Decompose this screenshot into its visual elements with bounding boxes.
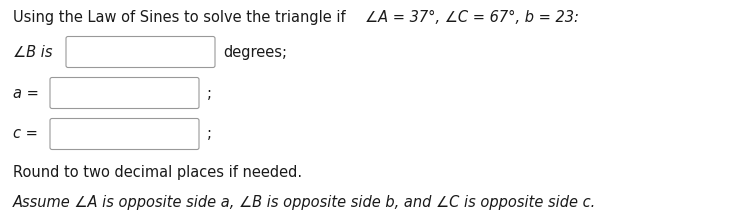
Text: ;: ; xyxy=(207,86,212,100)
Text: c =: c = xyxy=(13,127,38,141)
FancyBboxPatch shape xyxy=(50,119,199,149)
Text: ;: ; xyxy=(207,127,212,141)
FancyBboxPatch shape xyxy=(50,78,199,108)
Text: Using the Law of Sines to solve the triangle if: Using the Law of Sines to solve the tria… xyxy=(13,10,351,24)
Text: Round to two decimal places if needed.: Round to two decimal places if needed. xyxy=(13,165,302,179)
Text: Assume ∠A is opposite side a, ∠B is opposite side b, and ∠C is opposite side c.: Assume ∠A is opposite side a, ∠B is oppo… xyxy=(13,194,596,210)
Text: a =: a = xyxy=(13,86,39,100)
Text: ∠⁠​A = 37°, ∠⁠​C = 67°, b = 23:: ∠⁠​A = 37°, ∠⁠​C = 67°, b = 23: xyxy=(365,10,579,24)
FancyBboxPatch shape xyxy=(66,37,215,68)
Text: degrees;: degrees; xyxy=(223,44,287,59)
Text: ∠⁠B is: ∠⁠B is xyxy=(13,44,52,59)
